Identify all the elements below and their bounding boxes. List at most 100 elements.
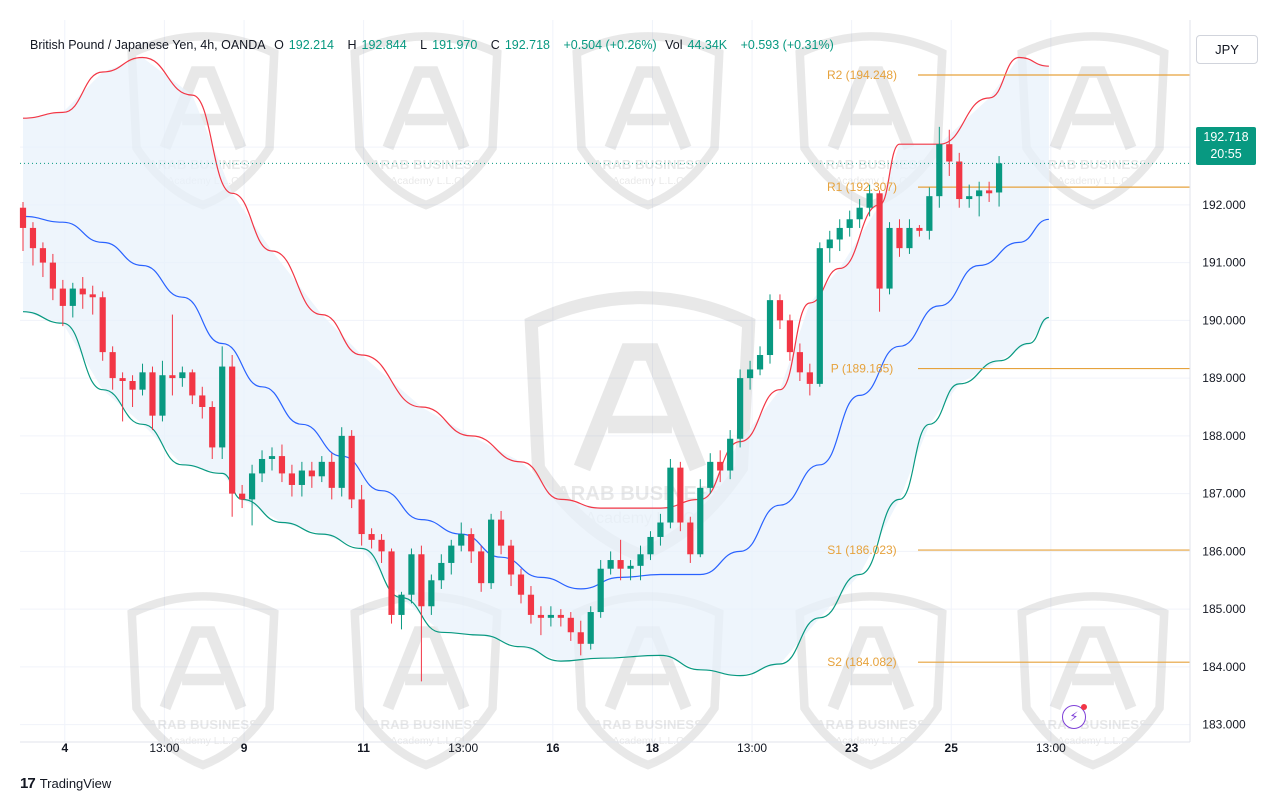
candle-body xyxy=(29,227,37,249)
pivot-label-p: P (189.165) xyxy=(831,362,894,376)
candle xyxy=(707,453,714,494)
candle-body xyxy=(567,617,574,633)
candle xyxy=(687,516,694,563)
bar-countdown: 20:55 xyxy=(1210,147,1242,161)
candle xyxy=(189,369,196,405)
candle xyxy=(527,586,535,624)
price-tick-label: 183.000 xyxy=(1202,718,1246,732)
candle xyxy=(159,360,166,422)
candle xyxy=(986,181,993,202)
candle-body xyxy=(537,614,545,618)
candle-body xyxy=(428,580,435,607)
candle xyxy=(517,568,525,604)
candle xyxy=(637,545,644,581)
symbol-legend[interactable]: British Pound / Japanese Yen, 4h, OANDA … xyxy=(30,38,839,52)
candle-body xyxy=(667,467,674,523)
candle xyxy=(507,539,515,587)
candle xyxy=(209,401,216,459)
candle xyxy=(388,548,395,624)
candle xyxy=(786,314,794,361)
candle xyxy=(567,612,574,641)
candle-body xyxy=(99,297,106,353)
candle xyxy=(59,279,66,327)
candle-body xyxy=(318,461,325,477)
candle xyxy=(547,606,554,627)
watermark-shield xyxy=(572,32,724,210)
candle-body xyxy=(826,239,833,249)
candle xyxy=(378,534,385,563)
candle xyxy=(239,484,246,509)
candle xyxy=(468,528,475,563)
candle-body xyxy=(119,378,126,381)
candle-body xyxy=(268,456,276,459)
candle xyxy=(109,346,116,390)
candle-body xyxy=(926,196,933,231)
candle-body xyxy=(697,487,704,555)
time-tick-label: 11 xyxy=(357,741,370,755)
candle xyxy=(278,444,286,483)
watermark-subtext: Academy L.L.C xyxy=(390,176,462,187)
candle-body xyxy=(129,381,136,390)
vol-value: 44.34K xyxy=(687,38,728,52)
candle-body xyxy=(896,227,903,249)
candle-body xyxy=(597,568,604,613)
currency-button[interactable]: JPY xyxy=(1196,35,1258,64)
candlestick-series xyxy=(19,126,1003,682)
time-tick-label: 13:00 xyxy=(149,741,179,755)
lightning-icon[interactable]: ⚡ xyxy=(1062,704,1087,729)
candle-body xyxy=(986,190,993,194)
candle xyxy=(806,363,813,396)
candle-body xyxy=(717,461,724,471)
tradingview-logo[interactable]: 17 TradingView xyxy=(20,775,111,792)
bollinger-lower-line xyxy=(22,311,1050,677)
candle-body xyxy=(886,227,893,289)
symbol-title[interactable]: British Pound / Japanese Yen, 4h, OANDA xyxy=(30,38,266,52)
candle-body xyxy=(358,499,365,535)
candle xyxy=(766,294,774,364)
candle xyxy=(617,539,624,581)
candle xyxy=(438,554,445,589)
candle-body xyxy=(159,375,166,416)
candle-body xyxy=(746,369,754,379)
candle-body xyxy=(657,522,664,537)
candle xyxy=(866,184,873,217)
candle xyxy=(846,210,853,237)
candle-body xyxy=(19,207,27,228)
candle xyxy=(248,464,256,526)
candle xyxy=(667,458,674,529)
candle xyxy=(537,606,545,636)
candle-body xyxy=(846,219,853,228)
bollinger-bands xyxy=(22,56,1050,677)
watermark-letter xyxy=(382,66,470,151)
candle xyxy=(298,461,305,497)
candle-body xyxy=(527,594,535,615)
open-value: 192.214 xyxy=(288,38,334,52)
candle xyxy=(199,386,206,419)
watermark-shield xyxy=(1017,32,1169,210)
candle-body xyxy=(478,551,485,584)
candle xyxy=(169,314,176,396)
candle xyxy=(677,461,684,532)
candle-body xyxy=(836,227,843,240)
candle-body xyxy=(209,406,216,448)
candle-body xyxy=(308,470,315,477)
vol-label: Vol xyxy=(665,38,683,52)
candle-body xyxy=(956,161,963,200)
watermark-text: ARAB BUSINESS xyxy=(371,717,481,732)
candle-body xyxy=(79,288,86,295)
candle xyxy=(906,219,913,254)
candle xyxy=(577,620,584,656)
candle xyxy=(916,225,923,237)
watermark-letter xyxy=(827,66,915,151)
candle-body xyxy=(627,565,634,569)
watermark-shield xyxy=(1017,592,1169,770)
candle xyxy=(139,363,146,396)
watermark-subtext: Academy L.L.C xyxy=(612,176,684,187)
candle-body xyxy=(288,473,296,485)
candle-body xyxy=(995,163,1003,193)
time-axis[interactable]: 4 13:00 9 11 13:00 16 18 13:00 23 25 13:00 xyxy=(20,741,1190,755)
candle xyxy=(896,219,903,257)
